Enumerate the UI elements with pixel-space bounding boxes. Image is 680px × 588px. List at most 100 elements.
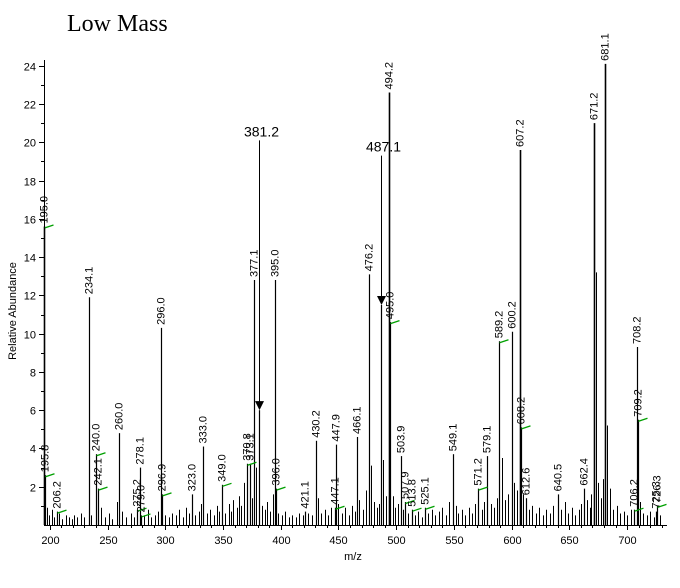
chart-title: Low Mass xyxy=(67,11,168,37)
peak-label: 373.1 xyxy=(245,433,257,461)
peak-label: 242.1 xyxy=(93,458,105,486)
peak-label: 725.3 xyxy=(651,481,663,509)
x-tick-label: 250 xyxy=(99,535,117,547)
peak-label: 396.0 xyxy=(271,458,283,486)
x-tick-label: 450 xyxy=(329,535,347,547)
y-tick-label: 14 xyxy=(24,253,36,265)
y-tick-label: 22 xyxy=(24,100,36,112)
peak-marker xyxy=(521,425,531,430)
x-tick-label: 350 xyxy=(214,535,232,547)
peak-marker xyxy=(405,499,415,505)
peak-marker xyxy=(44,224,54,229)
x-tick-label: 650 xyxy=(560,535,578,547)
x-tick-label: 500 xyxy=(387,535,405,547)
peak-label: 494.2 xyxy=(384,62,396,90)
x-tick-label: 200 xyxy=(41,535,59,547)
y-tick-label: 24 xyxy=(24,62,36,74)
y-tick-label: 2 xyxy=(30,483,36,495)
peak-marker xyxy=(634,507,644,512)
peak-label: 296.0 xyxy=(156,297,168,325)
peak-label: 206.2 xyxy=(52,481,64,509)
peak-label: 466.1 xyxy=(352,406,364,434)
peak-label: 195.8 xyxy=(40,445,52,473)
peak-label: 709.2 xyxy=(633,389,645,417)
peak-label: 430.2 xyxy=(311,410,323,438)
peaks-layer xyxy=(43,63,661,525)
peak-label: 395.0 xyxy=(270,250,282,278)
peak-label: 726.3 xyxy=(652,475,664,503)
x-tick-label: 700 xyxy=(618,535,636,547)
y-tick-label: 10 xyxy=(24,330,36,342)
peak-marker xyxy=(57,509,67,514)
axes-layer: 200 250 300 350 400 450 500 550 600 650 7002468101… xyxy=(24,60,667,547)
y-tick-label: 20 xyxy=(24,138,36,150)
y-tick-label: 4 xyxy=(30,444,36,456)
peak-label: 421.1 xyxy=(300,481,312,509)
peak-marker xyxy=(657,503,667,508)
peak-labels-layer: 195.0195.8206.2234.1240.0242.1260.0275.2… xyxy=(39,33,664,512)
callout-arrow xyxy=(377,295,386,305)
peak-marker xyxy=(276,486,286,491)
peak-label: 662.4 xyxy=(579,458,591,486)
peak-label: 708.2 xyxy=(632,317,644,345)
peak-marker xyxy=(335,505,345,510)
peak-label: 571.2 xyxy=(473,458,485,486)
peak-label: 513.8 xyxy=(407,479,419,507)
peak-label: 349.0 xyxy=(217,454,229,482)
peak-label: 447.9 xyxy=(331,414,343,442)
peak-marker xyxy=(638,417,648,422)
peak-label: 234.1 xyxy=(84,267,96,295)
peak-marker xyxy=(137,507,147,512)
x-tick-label: 600 xyxy=(503,535,521,547)
peak-marker xyxy=(425,505,435,510)
peak-label: 612.6 xyxy=(521,468,533,496)
peak-label: 278.1 xyxy=(135,437,147,465)
peak-marker xyxy=(222,482,232,487)
peak-marker xyxy=(45,473,55,478)
peak-label: 447.1 xyxy=(330,477,342,505)
peak-label: 671.2 xyxy=(589,93,601,121)
peak-label: 377.1 xyxy=(249,250,261,278)
peak-marker xyxy=(141,513,151,518)
peak-label: 503.9 xyxy=(396,426,408,454)
peak-marker xyxy=(390,320,400,325)
peak-marker xyxy=(478,486,488,491)
peak-label: 333.0 xyxy=(198,416,210,444)
peak-marker xyxy=(247,461,257,466)
peak-label: 370.8 xyxy=(242,433,254,461)
peak-label: 525.1 xyxy=(420,477,432,505)
peak-label: 507.9 xyxy=(400,472,412,500)
peak-label: 681.1 xyxy=(600,33,612,61)
callout-label: 487.1 xyxy=(366,139,401,155)
y-tick-label: 16 xyxy=(24,215,36,227)
peak-label: 579.1 xyxy=(482,426,494,454)
y-tick-label: 6 xyxy=(30,406,36,418)
y-axis-label: Relative Abundance xyxy=(7,262,19,360)
peak-label: 260.0 xyxy=(114,403,126,431)
y-tick-label: 12 xyxy=(24,291,36,303)
callout-label: 381.2 xyxy=(244,123,279,139)
callout-arrow xyxy=(255,401,264,411)
peak-marker xyxy=(98,486,108,491)
markers-layer xyxy=(44,224,667,518)
peak-marker xyxy=(499,339,509,344)
x-axis-label: m/z xyxy=(344,551,362,563)
peak-label: 607.2 xyxy=(515,119,527,147)
x-tick-label: 300 xyxy=(156,535,174,547)
peak-marker xyxy=(96,452,106,457)
peak-label: 589.2 xyxy=(494,311,506,339)
peak-label: 706.2 xyxy=(629,479,641,507)
peak-label: 608.2 xyxy=(516,397,528,425)
peak-label: 476.2 xyxy=(364,244,376,272)
x-tick-label: 400 xyxy=(272,535,290,547)
y-tick-label: 8 xyxy=(30,368,36,380)
peak-label: 240.0 xyxy=(91,424,103,452)
x-tick-label: 550 xyxy=(445,535,463,547)
callouts-layer: 381.2 487.1 xyxy=(244,123,401,411)
y-tick-label: 18 xyxy=(24,177,36,189)
peak-label: 549.1 xyxy=(448,424,460,452)
peak-label: 495.0 xyxy=(385,292,397,320)
peak-label: 600.2 xyxy=(507,301,519,329)
peak-label: 323.0 xyxy=(187,464,199,492)
